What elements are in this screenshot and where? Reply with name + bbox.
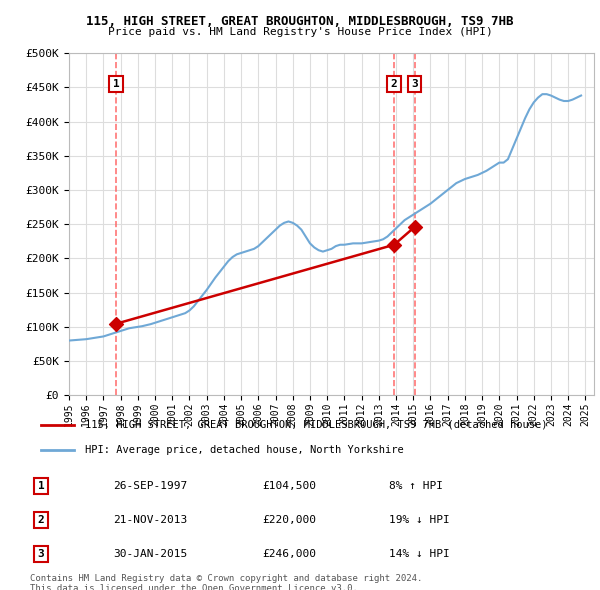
Text: This data is licensed under the Open Government Licence v3.0.: This data is licensed under the Open Gov… (30, 584, 358, 590)
Text: Contains HM Land Registry data © Crown copyright and database right 2024.: Contains HM Land Registry data © Crown c… (30, 574, 422, 583)
Text: 21-NOV-2013: 21-NOV-2013 (113, 515, 187, 525)
Text: 2: 2 (38, 515, 44, 525)
Text: Price paid vs. HM Land Registry's House Price Index (HPI): Price paid vs. HM Land Registry's House … (107, 27, 493, 37)
Text: 8% ↑ HPI: 8% ↑ HPI (389, 481, 443, 491)
Text: 19% ↓ HPI: 19% ↓ HPI (389, 515, 449, 525)
Point (389, 240, 399, 250)
Point (410, 222, 419, 232)
Text: 30-JAN-2015: 30-JAN-2015 (113, 549, 187, 559)
Text: £220,000: £220,000 (262, 515, 316, 525)
Text: 26-SEP-1997: 26-SEP-1997 (113, 481, 187, 491)
Text: 2: 2 (391, 79, 398, 89)
Text: 14% ↓ HPI: 14% ↓ HPI (389, 549, 449, 559)
Text: HPI: Average price, detached house, North Yorkshire: HPI: Average price, detached house, Nort… (85, 445, 404, 455)
Text: 3: 3 (411, 79, 418, 89)
Text: 115, HIGH STREET, GREAT BROUGHTON, MIDDLESBROUGH, TS9 7HB: 115, HIGH STREET, GREAT BROUGHTON, MIDDL… (86, 15, 514, 28)
Point (111, 319, 121, 329)
Text: 115, HIGH STREET, GREAT BROUGHTON, MIDDLESBROUGH, TS9 7HB (detached house): 115, HIGH STREET, GREAT BROUGHTON, MIDDL… (85, 420, 548, 430)
Text: 3: 3 (38, 549, 44, 559)
Text: 1: 1 (38, 481, 44, 491)
Text: £246,000: £246,000 (262, 549, 316, 559)
Text: £104,500: £104,500 (262, 481, 316, 491)
Text: 1: 1 (113, 79, 119, 89)
